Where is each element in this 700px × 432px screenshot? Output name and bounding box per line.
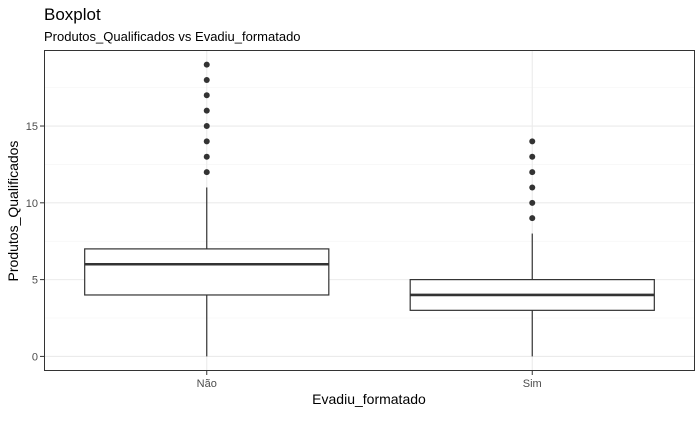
outlier-point	[203, 76, 210, 83]
plot-panel	[44, 50, 695, 371]
outlier-point	[203, 92, 210, 99]
outlier-point	[203, 138, 210, 145]
y-tick-label: 5	[32, 275, 38, 287]
outlier-point	[529, 199, 536, 206]
x-tick-label: Sim	[523, 378, 542, 390]
chart-subtitle: Produtos_Qualificados vs Evadiu_formatad…	[44, 29, 301, 44]
outlier-point	[203, 153, 210, 160]
outlier-point	[529, 169, 536, 176]
box-Não	[84, 61, 330, 357]
box-Sim	[409, 138, 655, 357]
y-tick-label: 0	[32, 351, 38, 363]
outlier-point	[529, 215, 536, 222]
outlier-point	[529, 184, 536, 191]
outlier-point	[203, 61, 210, 68]
x-tick-label: Não	[197, 378, 217, 390]
plot-border	[44, 50, 695, 371]
outlier-point	[203, 169, 210, 176]
box-iqr	[84, 248, 330, 296]
x-axis-title: Evadiu_formatado	[312, 391, 426, 407]
boxes	[84, 61, 655, 357]
outlier-point	[203, 107, 210, 114]
y-axis: 0 5 10 15	[26, 121, 44, 363]
x-axis: Não Sim	[197, 371, 542, 390]
outlier-point	[529, 153, 536, 160]
y-tick-label: 10	[26, 198, 38, 210]
y-axis-title: Produtos_Qualificados	[5, 141, 21, 282]
y-tick-label: 15	[26, 121, 38, 133]
chart-title: Boxplot	[44, 5, 101, 24]
outlier-point	[529, 138, 536, 145]
outlier-point	[203, 123, 210, 130]
grid-minor	[44, 87, 695, 319]
